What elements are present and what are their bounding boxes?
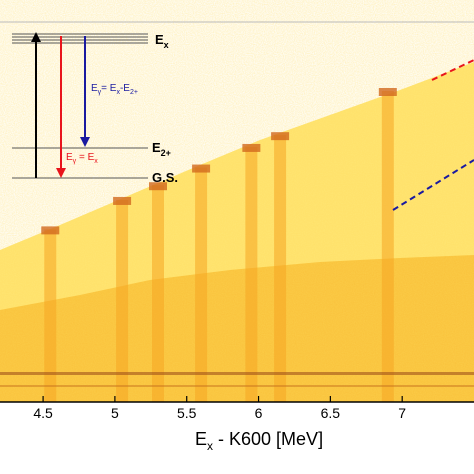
peak-cap (149, 182, 167, 191)
cascade-decay-arrow-head (80, 137, 90, 147)
peak-streak (152, 185, 164, 402)
peak-cap (192, 164, 211, 173)
level-scheme-inset: Ex E2+ G.S. Eγ = Ex Eγ= Ex-E2+ (12, 32, 178, 185)
heatmap-plot (0, 0, 474, 402)
x-tick-label: 4.5 (33, 405, 53, 421)
peak-streak (245, 146, 258, 402)
peak-cap (242, 143, 261, 152)
guide-line-lower (392, 159, 474, 211)
cascade-transition-label: Eγ= Ex-E2+ (91, 83, 138, 96)
peak-streak (116, 199, 129, 402)
peak-cap (378, 87, 397, 96)
peak-streaks (41, 87, 397, 402)
e2-level-label: E2+ (152, 140, 171, 158)
x-tick-label: 5.5 (177, 405, 197, 421)
gs-level-label: G.S. (152, 170, 178, 185)
horizontal-bands (0, 372, 474, 387)
peak-streak (195, 167, 208, 402)
x-axis-ticks: 4.5 5 5.5 6 6.5 7 (33, 396, 406, 421)
peak-cap (113, 196, 132, 205)
ex-level-label: Ex (155, 32, 169, 50)
x-tick-label: 6.5 (321, 405, 341, 421)
peak-streak (274, 135, 287, 402)
guide-line-upper (431, 59, 474, 81)
x-axis: 4.5 5 5.5 6 6.5 7 Ex - K600 [MeV] (0, 396, 474, 453)
direct-decay-arrow-head (56, 168, 66, 178)
x-tick-label: 6 (255, 405, 263, 421)
peak-cap (271, 132, 290, 141)
peak-streak (44, 229, 57, 402)
direct-transition-label: Eγ = Ex (66, 152, 98, 165)
peak-streak (381, 90, 394, 402)
x-tick-label: 5 (111, 405, 119, 421)
x-tick-label: 7 (398, 405, 406, 421)
excitation-arrow-head (31, 32, 41, 42)
peak-cap (41, 226, 60, 235)
x-axis-title: Ex - K600 [MeV] (195, 429, 323, 453)
